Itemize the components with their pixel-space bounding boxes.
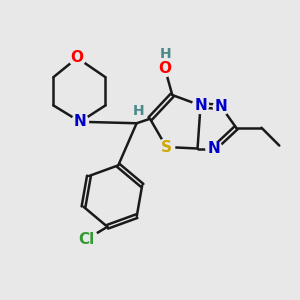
Text: S: S — [161, 140, 172, 154]
Text: H: H — [160, 47, 171, 61]
Text: N: N — [208, 141, 220, 156]
Text: N: N — [215, 99, 228, 114]
Circle shape — [75, 228, 98, 250]
Circle shape — [206, 140, 222, 157]
Text: N: N — [74, 114, 86, 129]
Text: O: O — [71, 50, 84, 65]
Circle shape — [158, 139, 175, 155]
Circle shape — [72, 113, 88, 130]
Text: O: O — [158, 61, 171, 76]
Circle shape — [132, 106, 144, 118]
Circle shape — [160, 49, 171, 61]
Circle shape — [193, 98, 208, 113]
Circle shape — [69, 50, 85, 66]
Circle shape — [157, 60, 173, 76]
Text: H: H — [132, 104, 144, 118]
Circle shape — [213, 99, 230, 115]
Text: N: N — [194, 98, 207, 113]
Text: Cl: Cl — [79, 232, 95, 247]
